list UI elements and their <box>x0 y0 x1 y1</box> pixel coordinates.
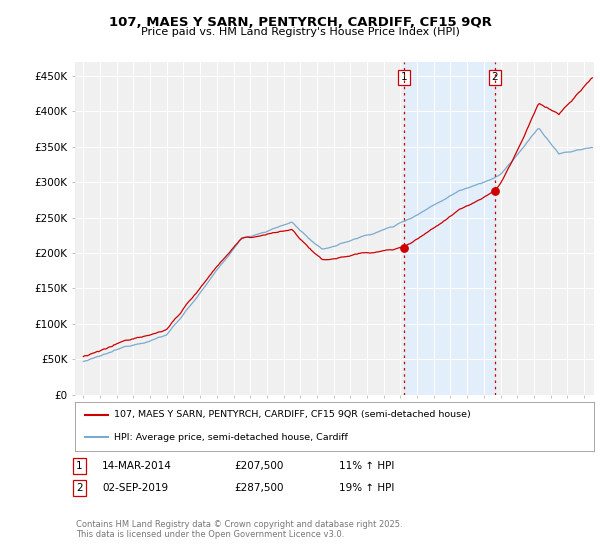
Text: £207,500: £207,500 <box>234 461 283 471</box>
Text: 1: 1 <box>76 461 83 471</box>
Text: 14-MAR-2014: 14-MAR-2014 <box>102 461 172 471</box>
Text: 107, MAES Y SARN, PENTYRCH, CARDIFF, CF15 9QR: 107, MAES Y SARN, PENTYRCH, CARDIFF, CF1… <box>109 16 491 29</box>
Text: Contains HM Land Registry data © Crown copyright and database right 2025.
This d: Contains HM Land Registry data © Crown c… <box>76 520 403 539</box>
Text: Price paid vs. HM Land Registry's House Price Index (HPI): Price paid vs. HM Land Registry's House … <box>140 27 460 37</box>
Text: 1: 1 <box>400 72 407 82</box>
Text: 19% ↑ HPI: 19% ↑ HPI <box>339 483 394 493</box>
Text: 11% ↑ HPI: 11% ↑ HPI <box>339 461 394 471</box>
Text: HPI: Average price, semi-detached house, Cardiff: HPI: Average price, semi-detached house,… <box>114 433 348 442</box>
Text: £287,500: £287,500 <box>234 483 284 493</box>
Bar <box>404 62 495 395</box>
Text: 2: 2 <box>76 483 83 493</box>
Text: 02-SEP-2019: 02-SEP-2019 <box>102 483 168 493</box>
Text: 107, MAES Y SARN, PENTYRCH, CARDIFF, CF15 9QR (semi-detached house): 107, MAES Y SARN, PENTYRCH, CARDIFF, CF1… <box>114 410 470 419</box>
Text: 2: 2 <box>492 72 499 82</box>
Point <box>399 243 409 252</box>
Point <box>490 186 500 195</box>
